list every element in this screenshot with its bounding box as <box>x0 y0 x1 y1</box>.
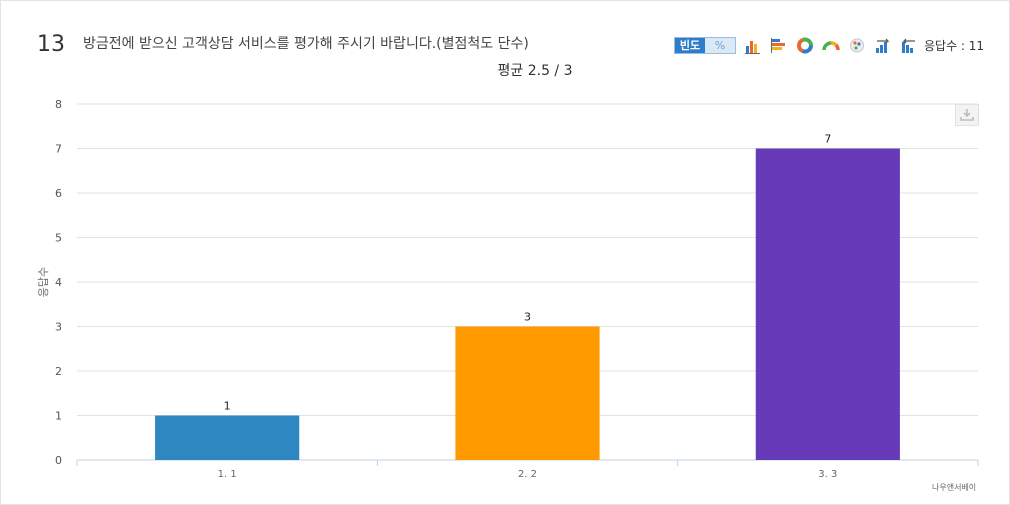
x-tick-label: 1. 1 <box>218 469 237 480</box>
download-icon <box>960 109 974 121</box>
y-tick-label: 1 <box>55 410 62 423</box>
y-axis-label: 응답수 <box>37 267 50 297</box>
bar <box>455 326 600 460</box>
horizontal-bar-icon[interactable] <box>770 37 788 54</box>
half-donut-icon[interactable] <box>822 37 840 54</box>
response-count: 응답수 : 11 <box>924 39 985 53</box>
y-tick-label: 3 <box>55 321 62 334</box>
y-tick-label: 8 <box>55 98 62 111</box>
percent-toggle-button[interactable]: % <box>705 38 735 53</box>
frequency-percent-toggle: 빈도 % <box>674 37 736 54</box>
bar-value-label: 1 <box>224 400 231 413</box>
chart-toolbar: 빈도 % 응답수 : 11 <box>674 37 984 54</box>
sort-descending-icon[interactable] <box>900 37 918 54</box>
x-tick-label: 2. 2 <box>518 469 537 480</box>
donut-chart-icon[interactable] <box>796 37 814 54</box>
bar-value-label: 3 <box>524 311 531 324</box>
pie-chart-icon[interactable] <box>848 37 866 54</box>
credit-label: 나우앤서베이 <box>932 483 977 492</box>
bar <box>155 415 300 460</box>
average-score: 평균 2.5 / 3 <box>497 63 573 79</box>
y-tick-label: 5 <box>55 232 62 245</box>
question-text: 방금전에 받으신 고객상담 서비스를 평가해 주시기 바랍니다.(별점척도 단수… <box>83 36 529 52</box>
y-tick-label: 0 <box>55 454 62 467</box>
frequency-toggle-button[interactable]: 빈도 <box>675 38 705 53</box>
sort-ascending-icon[interactable] <box>874 37 892 54</box>
bar-value-label: 7 <box>824 133 831 146</box>
y-tick-label: 4 <box>55 276 62 289</box>
y-tick-label: 6 <box>55 187 62 200</box>
bar-chart-icon[interactable] <box>744 37 762 54</box>
bar <box>755 148 900 460</box>
y-tick-label: 2 <box>55 365 62 378</box>
x-tick-label: 3. 3 <box>818 469 837 480</box>
question-number: 13 <box>37 32 65 57</box>
y-tick-label: 7 <box>55 143 62 156</box>
